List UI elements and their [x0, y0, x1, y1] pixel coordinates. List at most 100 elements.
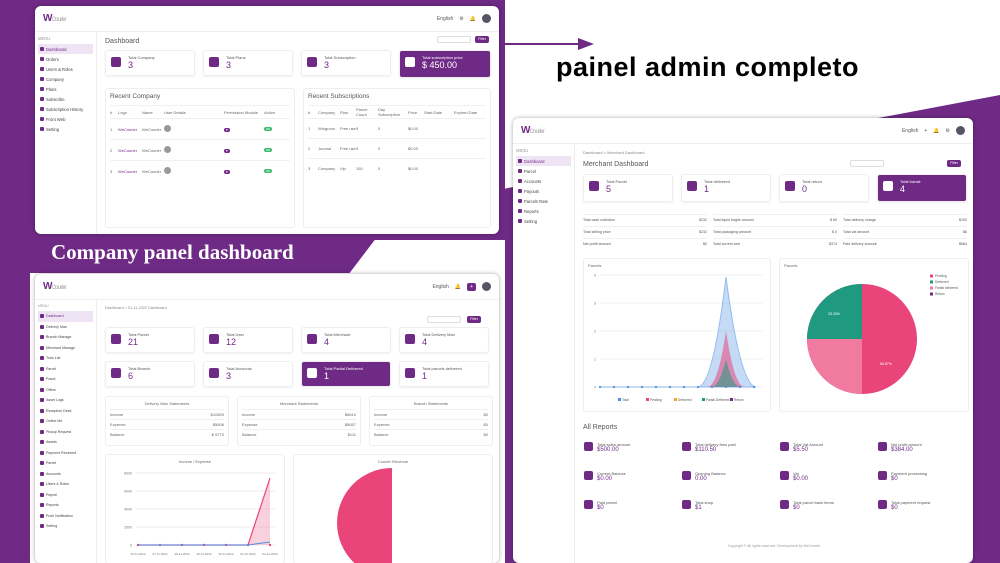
bell-icon[interactable]: 🔔 — [454, 283, 462, 290]
gear-icon[interactable]: ⚙ — [459, 15, 464, 22]
sidebar-item[interactable]: Todo List — [38, 353, 93, 364]
sidebar-item[interactable]: Push Notification — [38, 511, 93, 522]
sidebar-item[interactable]: Setting — [38, 521, 93, 532]
sidebar-item[interactable]: Delivery Man — [38, 322, 93, 333]
avatar[interactable] — [956, 126, 965, 135]
sidebar-item[interactable]: Payroll — [38, 490, 93, 501]
sidebar-item-setting[interactable]: Setting — [38, 124, 93, 134]
filter-button[interactable]: Filter — [467, 316, 481, 323]
menu-icon — [40, 366, 44, 371]
summary-card: Total Delivery Man 4 — [399, 327, 489, 353]
sidebar-item-sub-history[interactable]: Subscription History — [38, 104, 93, 114]
sidebar-item-users[interactable]: Users & Roles — [38, 64, 93, 74]
report-label: Current Balance — [597, 471, 626, 476]
gear-icon[interactable]: ⚙ — [945, 127, 950, 134]
x-tick-label: 26-11-2022 — [130, 552, 145, 556]
avatar[interactable] — [482, 282, 491, 291]
sidebar-item[interactable]: Merchant Manage — [38, 343, 93, 354]
card-value: 5 — [606, 184, 612, 194]
permission-badge[interactable]: ▾ — [224, 148, 230, 153]
report-icon — [878, 442, 887, 451]
sidebar-item-subscribe[interactable]: Subscribe — [38, 94, 93, 104]
sidebar-item[interactable]: Accounts — [516, 176, 571, 186]
sidebar-item[interactable]: Parcel — [516, 166, 571, 176]
sidebar-item[interactable]: Branch Manage — [38, 332, 93, 343]
sidebar-item[interactable]: Parcel — [38, 458, 93, 469]
report-item: Total Vat Amount $5.50 — [780, 442, 823, 453]
permission-badge[interactable]: ▾ — [224, 127, 230, 132]
sidebar-item[interactable]: Dashboard — [38, 311, 93, 322]
sidebar-item[interactable]: Pickup Request — [38, 427, 93, 438]
card-icon — [687, 181, 697, 191]
filter-button[interactable]: Filter — [475, 36, 489, 43]
parcels-area-chart: Parcels 4 3 2 1 0 Total Pending Delivered Partia… — [583, 258, 771, 412]
sidebar-item[interactable]: Parcels Rate — [516, 196, 571, 206]
x-tick-label: 30-11-2022 — [218, 552, 233, 556]
stat-label: Total selling price — [583, 230, 611, 234]
ticket-icon — [307, 57, 317, 67]
statement-row: Expense $5606 — [110, 419, 224, 429]
sidebar-item[interactable]: Asset Logs — [38, 395, 93, 406]
stat-value: $ 0 — [832, 230, 837, 234]
table-row: 3 Company Vip 150 0 $0.00 — [308, 158, 486, 178]
sidebar-item-front-web[interactable]: Front Web — [38, 114, 93, 124]
sidebar-item[interactable]: Setting — [516, 216, 571, 226]
date-search-input[interactable] — [850, 160, 884, 167]
action-toggle[interactable]: on — [264, 127, 272, 131]
card-value: 4 — [900, 184, 906, 194]
card-label: Total Accounts — [226, 366, 252, 371]
action-toggle[interactable]: on — [264, 169, 272, 173]
sidebar-item[interactable]: Dashboard — [516, 156, 571, 166]
date-search-input[interactable] — [427, 316, 461, 323]
card-value: 0 — [802, 184, 808, 194]
legend-swatch — [730, 398, 733, 401]
avatar[interactable] — [482, 14, 491, 23]
sidebar-item[interactable]: Reception Desk — [38, 406, 93, 417]
sidebar-item-company[interactable]: Company — [38, 74, 93, 84]
sidebar-item-orders[interactable]: Orders — [38, 54, 93, 64]
report-value: $384.00 — [891, 447, 913, 453]
menu-icon — [40, 471, 44, 476]
menu-icon — [40, 356, 44, 361]
chart-title: Income / Expense — [178, 459, 212, 464]
sidebar-item[interactable]: Online Me — [38, 416, 93, 427]
sidebar-item-plans[interactable]: Plans — [38, 84, 93, 94]
bell-icon[interactable]: 🔔 — [933, 127, 940, 134]
sidebar-item-label: Accounts — [46, 471, 61, 476]
add-button[interactable]: + — [467, 282, 476, 291]
plus-icon[interactable]: + — [924, 127, 928, 134]
card-value: 4 — [422, 337, 428, 347]
language-select[interactable]: English — [432, 283, 449, 290]
x-tick-label: 29-11-2022 — [196, 552, 211, 556]
language-select[interactable]: English — [901, 127, 919, 134]
sidebar-item[interactable]: Accounts — [38, 469, 93, 480]
sidebar-item[interactable]: Fraud — [38, 374, 93, 385]
language-select[interactable]: English — [436, 15, 454, 22]
card-label: Total Branch — [128, 366, 151, 371]
sidebar-item[interactable]: Offers — [38, 385, 93, 396]
table-row: 2 Journal Free use 9 0 $0.00 — [308, 138, 486, 158]
sidebar-item-dashboard[interactable]: Dashboard — [38, 44, 93, 54]
delivered-area — [600, 359, 740, 387]
card-value: 12 — [226, 337, 237, 347]
sidebar-item[interactable]: Users & Roles — [38, 479, 93, 490]
sidebar-item[interactable]: Payouts — [516, 186, 571, 196]
filter-button[interactable]: Filter — [947, 160, 961, 167]
logo: WeCourier — [118, 126, 138, 132]
sidebar-item-label: Offers — [46, 387, 56, 392]
main: Dashboard > 01-11-2022 Dashboard Filter … — [97, 300, 499, 563]
action-toggle[interactable]: on — [264, 148, 272, 152]
legend-swatch — [674, 398, 677, 401]
pie-slice-delivered — [807, 284, 862, 339]
sidebar-item[interactable]: Assets — [38, 437, 93, 448]
sidebar-item[interactable]: Payment Received — [38, 448, 93, 459]
stat-value: $ 60 — [830, 218, 837, 222]
sidebar-item[interactable]: Parcel — [38, 364, 93, 375]
sidebar-item[interactable]: Reports — [38, 500, 93, 511]
card-icon — [209, 368, 219, 378]
bell-icon[interactable]: 🔔 — [469, 15, 476, 22]
sidebar-item[interactable]: Reports — [516, 206, 571, 216]
menu-icon — [40, 440, 44, 445]
date-search-input[interactable] — [437, 36, 471, 43]
permission-badge[interactable]: ▾ — [224, 169, 230, 174]
